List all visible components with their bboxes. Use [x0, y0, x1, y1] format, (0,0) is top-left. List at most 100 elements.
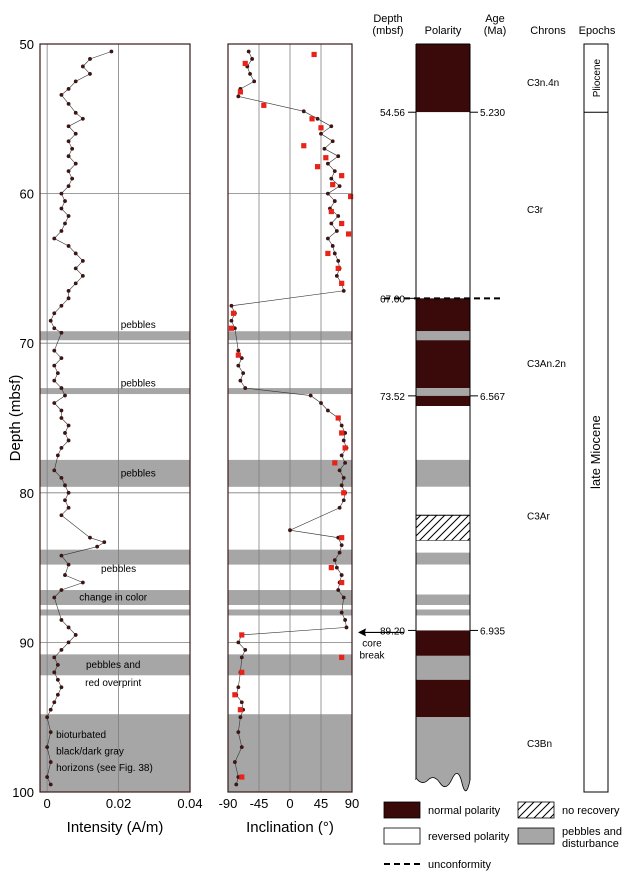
data-point [52, 700, 57, 705]
data-point [109, 49, 114, 54]
data-point-red [330, 182, 336, 188]
data-point [236, 685, 241, 690]
polarity-column: Depth(mbsf) Polarity Age(Ma) Chrons Epochs 54… [358, 13, 616, 796]
data-point [52, 401, 57, 405]
x-tick-label: -45 [250, 796, 269, 811]
data-point-red [339, 430, 345, 436]
data-point [52, 326, 57, 331]
data-point [66, 438, 71, 443]
data-point [59, 303, 64, 308]
legend-label: unconformity [428, 859, 491, 871]
data-point [66, 154, 71, 159]
data-point-red [235, 352, 241, 358]
data-point-red [309, 116, 315, 122]
data-point [341, 595, 346, 600]
data-point [229, 318, 234, 323]
x-tick-label: 0 [286, 796, 293, 811]
data-point [334, 565, 339, 570]
data-point [336, 154, 341, 159]
data-point [70, 176, 75, 181]
y-tick-label: 50 [20, 37, 34, 52]
data-point [59, 647, 64, 652]
data-point [250, 57, 255, 61]
legend-swatch [383, 801, 421, 819]
column-torn-edge [415, 773, 471, 792]
data-point [52, 670, 57, 675]
data-point [55, 453, 60, 458]
data-point [66, 244, 71, 248]
data-point [243, 647, 248, 652]
data-point [332, 251, 337, 256]
core-break-arrow-head [358, 628, 366, 637]
data-point [59, 386, 64, 390]
x-tick-label: -90 [219, 796, 238, 811]
polarity-interval-normal [416, 44, 470, 113]
data-point [332, 558, 337, 563]
data-point [325, 191, 330, 196]
pebbles-band [40, 459, 190, 487]
data-point [252, 79, 257, 84]
data-point-red [228, 325, 235, 331]
data-point [73, 110, 78, 115]
data-point [66, 86, 71, 91]
data-point [301, 109, 306, 114]
data-point [330, 244, 335, 248]
data-point [45, 775, 50, 779]
data-point [59, 206, 64, 211]
polarity-interval-normal [416, 630, 470, 656]
data-point [59, 416, 64, 420]
data-point [52, 236, 57, 241]
data-point [59, 618, 64, 622]
data-point-red [339, 579, 345, 586]
data-point-red [242, 60, 248, 67]
data-point [63, 221, 67, 226]
data-point-red [311, 51, 317, 58]
data-point [339, 610, 344, 615]
polarity-interval-pebbles [416, 655, 470, 680]
data-point-red [332, 460, 338, 466]
data-point [59, 446, 64, 450]
polarity-interval-pebbles [416, 331, 470, 341]
data-point [63, 393, 67, 398]
data-point-red [261, 102, 267, 108]
data-point [246, 49, 251, 54]
chrons-header: Chrons [530, 25, 566, 37]
data-point [59, 229, 64, 233]
data-point [236, 348, 241, 353]
data-point [239, 700, 244, 705]
epochs-header: Epochs [579, 25, 616, 37]
data-point [288, 528, 292, 533]
data-point [236, 94, 241, 99]
data-point-red [335, 265, 341, 271]
intensity-panel: 0 0.02 0.04 Intensity (A/m) pebbles pebbles pe… [7, 37, 203, 836]
x-tick-label: 90 [345, 796, 359, 811]
data-point [59, 553, 64, 558]
data-point [339, 543, 344, 548]
data-point [332, 169, 337, 174]
polarity-interval-reversed [416, 486, 470, 516]
polarity-interval-reversed [416, 540, 470, 553]
annotation: pebbles [121, 320, 156, 331]
pebbles-band [40, 590, 190, 605]
data-point [48, 782, 53, 787]
data-point [337, 184, 342, 189]
annotation: red overprint [85, 678, 141, 689]
legend-label: disturbance [562, 838, 619, 850]
chron-label: C3Bn [527, 739, 552, 750]
data-point [336, 214, 341, 218]
data-point-red [230, 310, 237, 316]
annotation: black/dark gray [56, 747, 124, 758]
data-point-red [345, 231, 352, 237]
core-break-label: core [362, 638, 382, 649]
polarity-interval-reversed [416, 406, 470, 460]
data-point [238, 378, 243, 383]
data-point [66, 296, 71, 301]
data-point [325, 161, 330, 166]
age-header: (Ma) [484, 25, 507, 37]
data-point [337, 505, 342, 510]
polarity-interval-pebbles [416, 609, 470, 616]
data-point [66, 288, 71, 293]
data-point [73, 161, 78, 166]
data-point-red [239, 774, 245, 780]
polarity-interval-pebbles [416, 388, 470, 396]
